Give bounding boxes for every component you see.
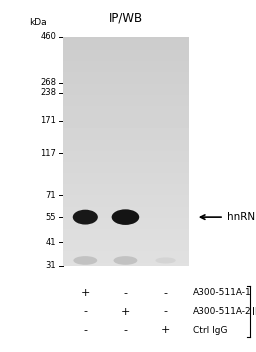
Ellipse shape bbox=[113, 256, 137, 265]
Text: 71: 71 bbox=[46, 191, 56, 200]
Text: 41: 41 bbox=[46, 238, 56, 246]
Text: A300-511A-2: A300-511A-2 bbox=[193, 307, 252, 316]
Text: 460: 460 bbox=[40, 32, 56, 42]
Text: 31: 31 bbox=[46, 261, 56, 270]
Text: kDa: kDa bbox=[29, 18, 47, 27]
Text: -: - bbox=[83, 307, 87, 316]
Ellipse shape bbox=[112, 209, 139, 225]
Text: -: - bbox=[123, 288, 127, 298]
Text: Ctrl IgG: Ctrl IgG bbox=[193, 326, 228, 335]
Ellipse shape bbox=[73, 210, 98, 225]
Text: 117: 117 bbox=[40, 149, 56, 158]
Ellipse shape bbox=[73, 256, 97, 265]
Text: IF: IF bbox=[252, 307, 256, 316]
Text: 55: 55 bbox=[46, 213, 56, 222]
Text: A300-511A-1: A300-511A-1 bbox=[193, 288, 252, 297]
Text: -: - bbox=[83, 325, 87, 335]
Text: -: - bbox=[123, 325, 127, 335]
Text: 238: 238 bbox=[40, 88, 56, 98]
Text: 268: 268 bbox=[40, 78, 56, 87]
Text: 171: 171 bbox=[40, 117, 56, 125]
Text: IP/WB: IP/WB bbox=[108, 11, 143, 24]
Text: +: + bbox=[161, 325, 170, 335]
Text: -: - bbox=[164, 288, 168, 298]
Text: +: + bbox=[81, 288, 90, 298]
Text: hnRNP-H: hnRNP-H bbox=[227, 212, 256, 222]
Ellipse shape bbox=[155, 257, 176, 264]
Text: +: + bbox=[121, 307, 130, 316]
Text: -: - bbox=[164, 307, 168, 316]
